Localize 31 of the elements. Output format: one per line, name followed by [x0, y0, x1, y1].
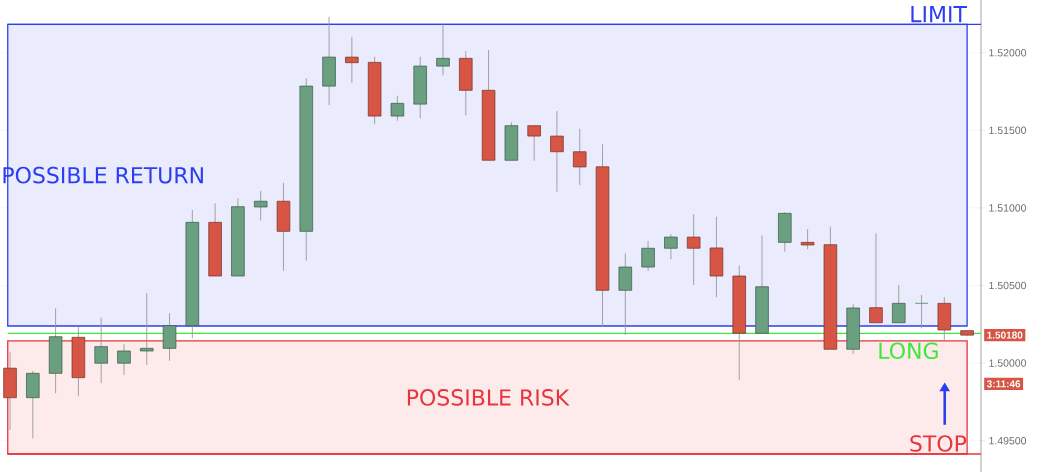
candlestick [664, 233, 678, 260]
ref-line-label: LONG [879, 342, 938, 360]
candlestick [140, 292, 154, 366]
candlestick [686, 213, 701, 286]
candlestick [800, 228, 815, 250]
candlestick [94, 317, 108, 384]
candlestick [436, 23, 450, 76]
candlestick [892, 284, 906, 324]
candlestick [572, 128, 587, 186]
y-tick-label: 1.49500 [989, 436, 1027, 445]
y-tick-label: 1.50500 [989, 281, 1027, 290]
candlestick [117, 343, 131, 376]
candlestick [914, 294, 929, 329]
ref-line-label: STOP [910, 435, 967, 452]
candlestick [641, 240, 655, 272]
candlestick [527, 125, 541, 162]
candlestick [162, 312, 177, 362]
candlestick [869, 232, 883, 324]
text: 1.50180 [987, 331, 1023, 339]
candlestick [618, 252, 633, 336]
text: 3:11:46 [986, 380, 1021, 388]
y-tick-label: 1.51500 [989, 126, 1027, 135]
candlestick [253, 190, 268, 222]
candlestick [345, 36, 359, 84]
candlestick [390, 95, 405, 122]
candlestick [550, 110, 564, 193]
band-label: POSSIBLE RISK [407, 389, 570, 406]
y-tick-label: 1.50000 [989, 359, 1027, 367]
y-tick-label: 1.51000 [989, 204, 1027, 212]
y-tick-label: 1.52000 [989, 49, 1027, 57]
ref-line-label: LIMIT [911, 6, 967, 23]
